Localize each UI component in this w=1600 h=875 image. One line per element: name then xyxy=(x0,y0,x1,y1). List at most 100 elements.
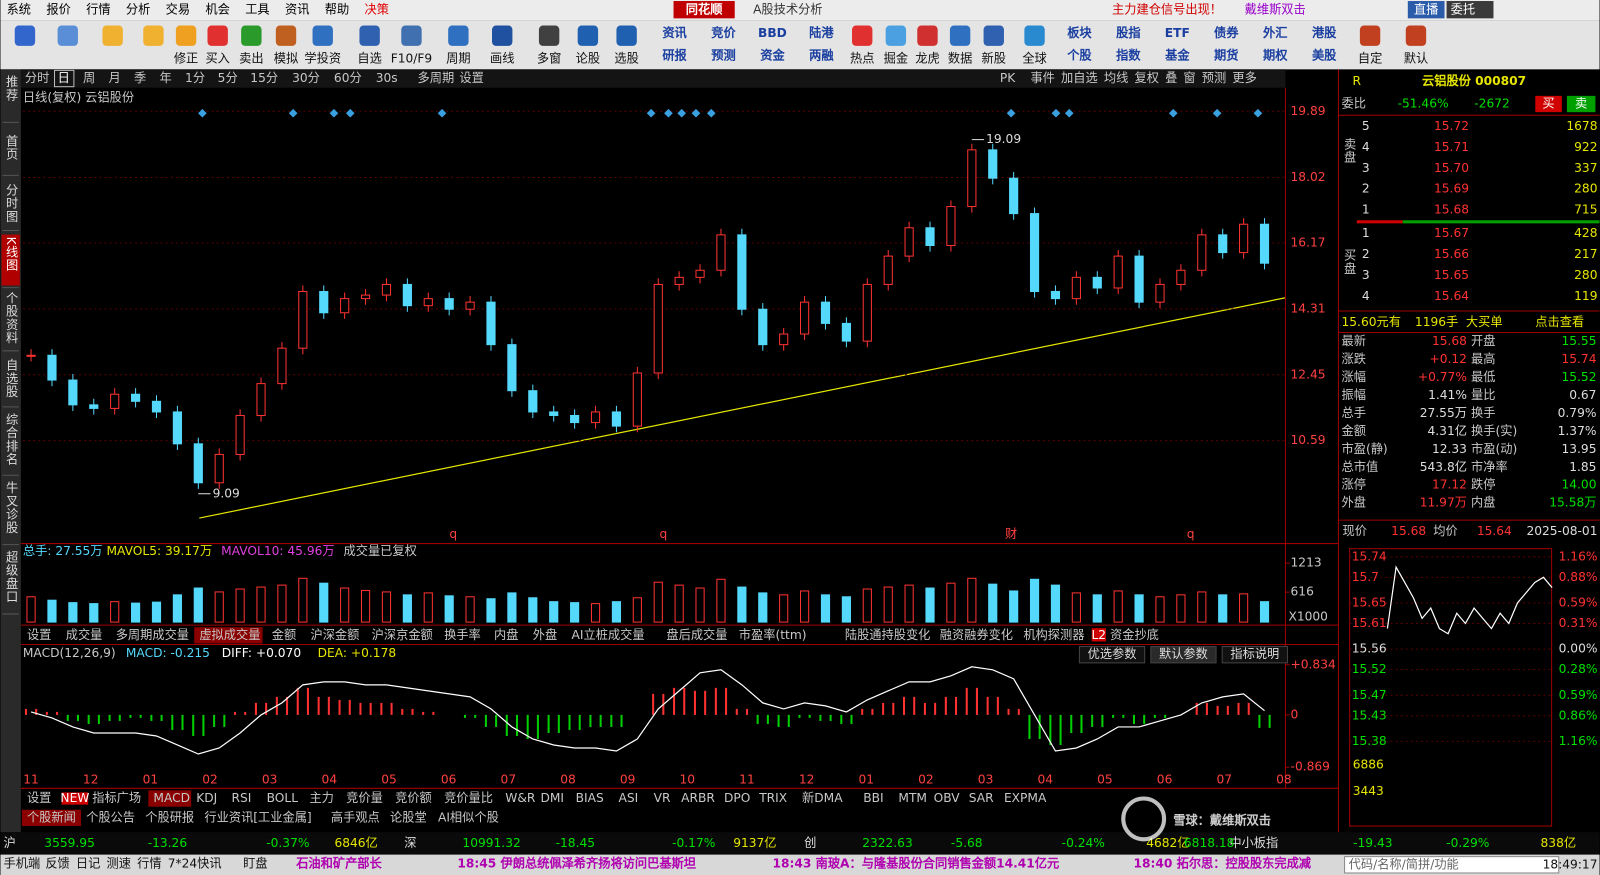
menu-item[interactable]: 系统 xyxy=(7,3,31,17)
status-item[interactable]: 手机端 xyxy=(4,856,41,870)
status-item[interactable]: 测速 xyxy=(107,856,131,870)
status-item[interactable]: 反馈 xyxy=(45,856,69,870)
event-marker[interactable]: q xyxy=(659,527,667,541)
menu-item[interactable]: 帮助 xyxy=(325,3,349,17)
news-tab[interactable]: 个股新闻 xyxy=(27,809,76,824)
chart-tool[interactable]: 更多 xyxy=(1232,71,1256,85)
top-button[interactable]: 委托 xyxy=(1451,3,1475,17)
toolbar-grid-item[interactable]: 板块 xyxy=(1067,25,1092,40)
toolbar-item[interactable]: 热点 xyxy=(850,52,874,66)
indicator-tab[interactable]: 盘后成交量 xyxy=(666,627,727,642)
chart-tool[interactable]: PK xyxy=(1000,71,1016,85)
toolbar-item[interactable]: 数据 xyxy=(948,51,972,66)
indicator-tab[interactable]: 沪深京金额 xyxy=(372,627,433,642)
sidebar-item[interactable]: K线图 xyxy=(4,237,18,273)
toolbar-item[interactable]: 卖出 xyxy=(239,52,263,66)
news-ticker[interactable]: 18:43 南玻A：与隆基股份合同销售金额14.41亿元 xyxy=(772,855,1059,870)
sidebar-item[interactable]: 综合排名 xyxy=(4,413,18,466)
chart-tool[interactable]: 事件 xyxy=(1030,71,1054,85)
toolbar-grid-item[interactable]: 竞价 xyxy=(711,25,736,40)
news-tab[interactable]: 行业资讯[工业金属] xyxy=(204,809,311,824)
news-ticker[interactable]: 石油和矿产部长 xyxy=(295,855,382,870)
news-ticker[interactable]: 18:45 伊朗总统佩泽希齐扬将访问巴基斯坦 xyxy=(457,855,696,870)
toolbar-item[interactable]: 学投资 xyxy=(304,51,341,66)
menu-item[interactable]: 决策 xyxy=(365,2,389,17)
toolbar-grid-item[interactable]: 外汇 xyxy=(1262,25,1287,40)
big-order[interactable]: 点击查看 xyxy=(1535,315,1584,329)
period-tab[interactable]: 30分 xyxy=(292,71,320,85)
period-tab[interactable]: 日 xyxy=(58,71,70,85)
indicator-tab[interactable]: 资金抄底 xyxy=(1110,627,1159,642)
menu-item[interactable]: 行情 xyxy=(86,3,110,17)
toolbar-grid-item[interactable]: 期权 xyxy=(1263,48,1288,63)
sell-label[interactable]: 卖 xyxy=(1575,97,1587,111)
period-tab[interactable]: 月 xyxy=(109,71,121,85)
indicator-tab[interactable]: 虚拟成交量 xyxy=(199,627,260,642)
toolbar-grid-item[interactable]: 陆港 xyxy=(809,25,834,40)
toolbar-grid-item[interactable]: 港股 xyxy=(1312,25,1337,40)
indicator-tab[interactable]: ASI xyxy=(618,791,638,805)
chart-tool[interactable]: 预测 xyxy=(1202,71,1226,85)
menu-item[interactable]: 分析 xyxy=(126,3,150,17)
sidebar-item[interactable]: 超级盘口 xyxy=(4,549,18,603)
status-item[interactable]: 盯盘 xyxy=(243,855,267,870)
indicator-tab[interactable]: DMI xyxy=(540,791,564,805)
param-button[interactable]: 默认参数 xyxy=(1159,646,1208,661)
param-button[interactable]: 指标说明 xyxy=(1230,646,1279,661)
toolbar-grid-item[interactable]: 资金 xyxy=(760,48,785,63)
toolbar-grid-item[interactable]: 研报 xyxy=(662,48,687,63)
news-ticker[interactable]: 18:40 拓尔思：控股股东完成减 xyxy=(1133,855,1311,870)
status-item[interactable]: 行情 xyxy=(137,856,161,870)
toolbar-grid-item[interactable]: 基金 xyxy=(1164,48,1190,63)
indicator-tab[interactable]: MACD xyxy=(153,791,190,805)
indicator-tab[interactable]: BBI xyxy=(863,791,883,805)
indicator-tab[interactable]: 金额 xyxy=(272,627,296,642)
indicator-tab[interactable]: 成交量 xyxy=(66,627,103,642)
indicator-tab[interactable]: KDJ xyxy=(196,791,217,805)
indicator-tab[interactable]: 主力 xyxy=(309,791,333,805)
indicator-tab[interactable]: EXPMA xyxy=(1004,791,1047,805)
indicator-tab[interactable]: 设置 xyxy=(27,628,51,642)
news-tab[interactable]: 个股公告 xyxy=(86,810,135,824)
toolbar-grid-item[interactable]: ETF xyxy=(1165,26,1190,40)
chart-tool[interactable]: 加自选 xyxy=(1061,71,1098,85)
toolbar-item[interactable]: 龙虎 xyxy=(915,52,939,66)
toolbar-item[interactable]: 周期 xyxy=(446,52,470,66)
indicator-tab[interactable]: MTM xyxy=(898,791,927,805)
sell-button[interactable] xyxy=(1566,95,1596,113)
period-tab[interactable]: 设置 xyxy=(459,71,483,85)
chart-tool[interactable]: 均线 xyxy=(1104,71,1128,85)
period-tab[interactable]: 多周期 xyxy=(418,71,455,85)
indicator-tab[interactable]: 市盈率(ttm) xyxy=(739,627,807,642)
param-button[interactable]: 优选参数 xyxy=(1088,646,1137,661)
toolbar-item[interactable]: 掘金 xyxy=(884,51,908,66)
toolbar-item[interactable]: F10/F9 xyxy=(391,52,433,66)
sidebar-item[interactable]: 首页 xyxy=(4,134,18,161)
toolbar-grid-item[interactable]: BBD xyxy=(758,26,787,40)
indicator-tab[interactable]: BIAS xyxy=(576,791,604,805)
indicator-tab[interactable]: DPO xyxy=(724,791,750,805)
indicator-tab[interactable]: 多周期成交量 xyxy=(116,627,189,642)
indicator-tab[interactable]: 指标广场 xyxy=(92,790,141,805)
top-button[interactable]: 直播 xyxy=(1414,3,1438,17)
top-link[interactable]: 戴维斯双击 xyxy=(1245,2,1306,17)
toolbar-item[interactable]: 自选 xyxy=(357,52,381,66)
toolbar-item[interactable]: 多窗 xyxy=(537,52,561,66)
toolbar-grid-item[interactable]: 两融 xyxy=(809,48,834,63)
toolbar-item[interactable]: 买入 xyxy=(205,52,229,66)
menu-item[interactable]: 工具 xyxy=(245,3,269,17)
toolbar-item[interactable]: 新股 xyxy=(982,51,1006,66)
sidebar-item[interactable]: 推荐 xyxy=(4,75,18,102)
chart-tool[interactable]: 复权 xyxy=(1134,71,1158,85)
indicator-tab[interactable]: 机构探测器 xyxy=(1023,627,1084,642)
menu-item[interactable]: 资讯 xyxy=(285,3,309,17)
news-tab[interactable]: 高手观点 xyxy=(331,809,380,824)
toolbar-grid-item[interactable]: 债券 xyxy=(1214,25,1239,40)
indicator-tab[interactable]: 内盘 xyxy=(494,627,518,642)
period-tab[interactable]: 15分 xyxy=(250,71,278,85)
buy-label[interactable]: 买 xyxy=(1542,97,1554,111)
toolbar-grid-item[interactable]: 指数 xyxy=(1116,48,1141,63)
period-tab[interactable]: 1分 xyxy=(185,71,205,85)
indicator-tab[interactable]: SAR xyxy=(969,791,994,805)
indicator-tab[interactable]: ARBR xyxy=(681,791,715,805)
